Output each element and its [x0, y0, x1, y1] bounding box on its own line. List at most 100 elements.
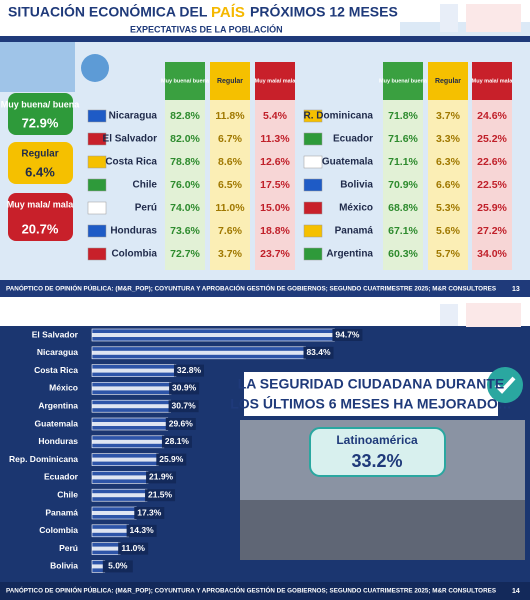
- cell-value: 71.8%: [388, 110, 418, 122]
- flag: [87, 247, 107, 261]
- bar-stripe: [92, 493, 148, 498]
- cell-value: 11.0%: [215, 202, 245, 214]
- value-label: 94.7%: [335, 329, 360, 339]
- logo: [466, 4, 521, 32]
- value-label-bg: [161, 435, 192, 448]
- cell-value: 7.6%: [218, 225, 243, 237]
- column-bg: [255, 100, 295, 270]
- value-label-bg: [156, 453, 187, 466]
- cell-value: 34.0%: [477, 248, 507, 260]
- category-label: Honduras: [38, 436, 78, 446]
- cell-value: 71.6%: [388, 133, 418, 145]
- cell-value: 72.7%: [170, 248, 200, 260]
- check-mark: [494, 376, 516, 394]
- category-label: Nicaragua: [37, 347, 78, 357]
- country: Chile: [133, 180, 158, 191]
- cell-value: 5.7%: [436, 248, 461, 260]
- bar-stripe: [92, 564, 105, 569]
- column-header-text: Muy mala/ mala: [255, 78, 297, 84]
- summary-box: [8, 93, 73, 135]
- column-header-text: Muy buena/ buena: [379, 78, 428, 84]
- flag: [87, 201, 107, 215]
- category-label: Ecuador: [44, 472, 79, 482]
- page-number: 14: [512, 588, 520, 595]
- cell-value: 68.8%: [388, 202, 418, 214]
- cell-value: 22.6%: [477, 156, 507, 168]
- cell-value: 17.5%: [260, 179, 290, 191]
- value-label: 21.5%: [148, 489, 173, 499]
- value-label-bg: [332, 329, 363, 341]
- logo: [440, 4, 458, 32]
- summary-box: [8, 193, 73, 241]
- logo: [466, 303, 521, 327]
- value-label: 32.8%: [177, 365, 202, 375]
- flag: [303, 155, 323, 169]
- slide1-subheader: [0, 22, 400, 38]
- bar-stripe: [92, 422, 168, 426]
- cell-value: 76.0%: [170, 179, 200, 191]
- cell-value: 12.6%: [260, 156, 290, 168]
- bar-stripe: [92, 368, 176, 373]
- value-label: 21.9%: [149, 472, 174, 482]
- country: R. Dominicana: [304, 111, 374, 122]
- callout-value: 33.2%: [351, 451, 402, 471]
- column-header: [210, 62, 250, 100]
- value-label: 83.4%: [306, 347, 331, 357]
- cell-value: 3.3%: [436, 133, 461, 145]
- cell-value: 25.9%: [477, 202, 507, 214]
- cell-value: 73.6%: [170, 225, 200, 237]
- bar-stripe: [92, 350, 306, 355]
- bar-stripe: [92, 511, 137, 515]
- value-label-bg: [146, 471, 177, 484]
- summary-label: Regular: [21, 149, 58, 160]
- country: Perú: [135, 203, 157, 214]
- bar-stripe: [92, 546, 121, 551]
- page-number: 13: [512, 286, 520, 293]
- country: Argentina: [326, 249, 373, 260]
- flag: [87, 178, 107, 192]
- category-label: Guatemala: [35, 418, 79, 428]
- category-label: Perú: [59, 543, 78, 553]
- cell-value: 11.8%: [215, 110, 245, 122]
- category-label: México: [49, 383, 78, 393]
- value-label: 30.9%: [172, 383, 197, 393]
- country: Guatemala: [322, 157, 374, 168]
- cell-value: 82.8%: [170, 110, 200, 122]
- column-header-text: Regular: [217, 78, 243, 85]
- value-label: 14.3%: [130, 525, 155, 535]
- column-header-text: Muy buena/ buena: [161, 78, 210, 84]
- cell-value: 25.2%: [477, 133, 507, 145]
- column-bg: [428, 100, 468, 270]
- cell-value: 70.9%: [388, 179, 418, 191]
- cell-value: 5.3%: [436, 202, 461, 214]
- column-header: [255, 62, 295, 100]
- value-label: 5.0%: [108, 561, 128, 571]
- title-highlight: PAÍS: [211, 4, 245, 21]
- bar-stripe: [92, 439, 164, 444]
- category-label: Bolivia: [50, 561, 78, 571]
- footer: PANÓPTICO DE OPINIÓN PÚBLICA: (M&R_POP);…: [6, 586, 496, 595]
- slide1-header: [0, 0, 530, 22]
- logo: [440, 304, 458, 326]
- column-bg: [472, 100, 512, 270]
- value-label-bg: [169, 382, 200, 395]
- slide1-band: [0, 36, 530, 42]
- value-label-bg: [165, 418, 196, 430]
- cell-value: 6.6%: [436, 179, 461, 191]
- column-header: [383, 62, 423, 100]
- column-header: [472, 62, 512, 100]
- subtitle: EXPECTATIVAS DE LA POBLACIÓN: [130, 23, 283, 34]
- column-header: [165, 62, 205, 100]
- value-label-bg: [134, 507, 165, 519]
- summary-value: 6.4%: [25, 164, 55, 179]
- column-header-text: Muy mala/ mala: [472, 78, 514, 84]
- flag: [303, 201, 323, 215]
- category-label: Colombia: [39, 525, 78, 535]
- flag: [87, 132, 107, 146]
- cell-value: 3.7%: [218, 248, 243, 260]
- cell-value: 22.5%: [477, 179, 507, 191]
- bar-stripe: [92, 386, 172, 391]
- country: Ecuador: [333, 134, 373, 145]
- category-label: Costa Rica: [34, 365, 78, 375]
